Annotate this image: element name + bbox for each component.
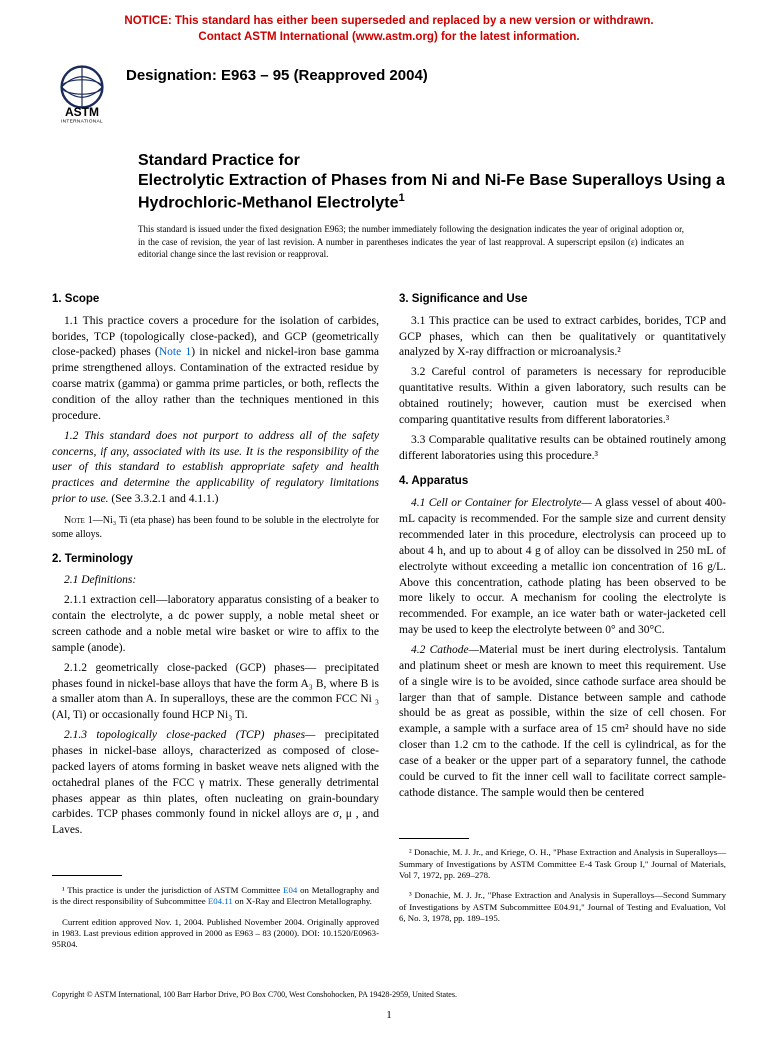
para-4-1-term: 4.1 Cell or Container for Electrolyte— [411,497,592,509]
para-2-1-3-term: 2.1.3 topologically close-packed (TCP) p… [64,729,315,741]
para-4-2-term: 4.2 Cathode— [411,644,479,656]
astm-logo: ASTM INTERNATIONAL [52,63,112,123]
fn1-c: on X-Ray and Electron Metallography. [233,896,372,906]
para-2-1-3: 2.1.3 topologically close-packed (TCP) p… [52,728,379,839]
copyright: Copyright © ASTM International, 100 Barr… [52,990,726,999]
page-number: 1 [52,1009,726,1021]
title-main-text: Electrolytic Extraction of Phases from N… [138,172,725,211]
para-4-1-body: A glass vessel of about 400-mL capacity … [399,497,726,636]
footnote-rule-right [399,838,469,839]
para-4-1: 4.1 Cell or Container for Electrolyte— A… [399,496,726,639]
title-prefix: Standard Practice for [138,151,726,171]
title-main: Electrolytic Extraction of Phases from N… [138,171,726,213]
para-1-1: 1.1 This practice covers a procedure for… [52,314,379,425]
fn1-a: ¹ This practice is under the jurisdictio… [62,885,283,895]
footnote-3: ³ Donachie, M. J. Jr., "Phase Extraction… [399,890,726,924]
title-sup: 1 [399,192,405,204]
logo-text-top: ASTM [65,105,99,119]
fn1-link-e0411[interactable]: E04.11 [208,896,233,906]
section-1-heading: 1. Scope [52,292,379,308]
section-2-heading: 2. Terminology [52,552,379,568]
note-1-label: Note 1— [64,515,103,526]
footnote-1-a: ¹ This practice is under the jurisdictio… [52,885,379,908]
footnote-rule-left [52,875,122,876]
para-2-1-3-body: precipitated phases in nickel-base alloy… [52,729,379,836]
title-block: Standard Practice for Electrolytic Extra… [138,151,726,213]
para-3-2: 3.2 Careful control of parameters is nec… [399,365,726,428]
para-3-1: 3.1 This practice can be used to extract… [399,314,726,362]
fn1-link-e04[interactable]: E04 [283,885,297,895]
note-1-ref[interactable]: Note 1 [159,346,191,358]
para-2-1: 2.1 Definitions: [52,573,379,589]
body-columns: 1. Scope 1.1 This practice covers a proc… [52,282,726,960]
notice-line-2: Contact ASTM International (www.astm.org… [198,31,579,43]
designation: Designation: E963 – 95 (Reapproved 2004) [126,67,428,84]
notice-banner: NOTICE: This standard has either been su… [52,14,726,45]
note-1: Note 1—Ni₃ Ti (eta phase) has been found… [52,514,379,542]
logo-text-bottom: INTERNATIONAL [61,118,103,123]
section-3-heading: 3. Significance and Use [399,292,726,308]
para-1-2-tail: (See 3.3.2.1 and 4.1.1.) [109,493,219,505]
para-4-2-body: Material must be inert during electrolys… [399,644,726,799]
right-column: 3. Significance and Use 3.1 This practic… [399,282,726,960]
para-1-2: 1.2 This standard does not purport to ad… [52,429,379,508]
para-2-1-1: 2.1.1 extraction cell—laboratory apparat… [52,593,379,656]
document-page: NOTICE: This standard has either been su… [0,0,778,1051]
notice-line-1: NOTICE: This standard has either been su… [124,15,653,27]
para-3-3: 3.3 Comparable qualitative results can b… [399,433,726,465]
para-4-2: 4.2 Cathode—Material must be inert durin… [399,643,726,802]
left-column: 1. Scope 1.1 This practice covers a proc… [52,282,379,960]
issuance-note: This standard is issued under the fixed … [138,223,726,259]
header-row: ASTM INTERNATIONAL Designation: E963 – 9… [52,63,726,123]
section-4-heading: 4. Apparatus [399,474,726,490]
footnote-1-b: Current edition approved Nov. 1, 2004. P… [52,917,379,951]
para-2-1-2: 2.1.2 geometrically close-packed (GCP) p… [52,661,379,724]
footnote-2: ² Donachie, M. J. Jr., and Kriege, O. H.… [399,847,726,881]
